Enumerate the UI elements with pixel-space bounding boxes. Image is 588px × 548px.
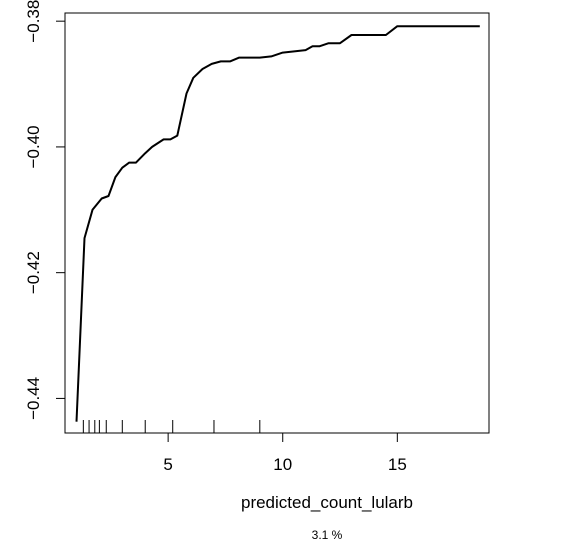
rug-layer [82,420,261,433]
x-tick-label: 15 [388,455,407,474]
plot-frame [64,12,490,434]
x-axis-title: predicted_count_lularb [241,493,413,512]
x-tick-label: 5 [163,455,172,474]
y-tick-label: −0.42 [24,251,43,294]
y-axis: −0.44 −0.42 −0.40 −0.38 [24,0,66,420]
y-tick-label: −0.40 [24,125,43,168]
y-tick-label: −0.38 [24,0,43,43]
series-layer [75,25,480,422]
chart-subtitle: 3.1 % [312,528,343,542]
y-tick-label: −0.44 [24,377,43,420]
x-tick-label: 10 [273,455,292,474]
series-line [75,25,480,422]
x-axis: 5 10 15 [163,432,407,474]
